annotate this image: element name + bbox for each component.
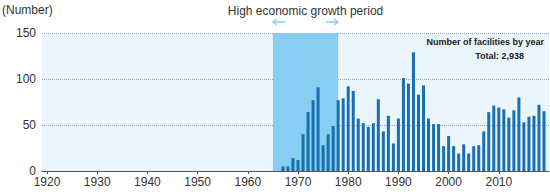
svg-text:1940: 1940 <box>134 175 161 189</box>
svg-text:Number of facilities by year: Number of facilities by year <box>426 37 544 47</box>
svg-text:0: 0 <box>29 164 36 178</box>
svg-text:1930: 1930 <box>84 175 111 189</box>
svg-text:1920: 1920 <box>34 175 61 189</box>
svg-text:2000: 2000 <box>435 175 462 189</box>
svg-text:Total: 2,938: Total: 2,938 <box>475 51 524 61</box>
svg-text:1960: 1960 <box>234 175 261 189</box>
svg-text:(Number): (Number) <box>2 3 53 17</box>
svg-text:100: 100 <box>16 72 36 86</box>
svg-text:50: 50 <box>23 118 37 132</box>
svg-text:High economic growth period: High economic growth period <box>228 4 383 18</box>
svg-text:1970: 1970 <box>285 175 312 189</box>
svg-text:150: 150 <box>16 26 36 40</box>
svg-text:1990: 1990 <box>385 175 412 189</box>
svg-text:1980: 1980 <box>335 175 362 189</box>
svg-text:1950: 1950 <box>184 175 211 189</box>
svg-text:2010: 2010 <box>485 175 512 189</box>
